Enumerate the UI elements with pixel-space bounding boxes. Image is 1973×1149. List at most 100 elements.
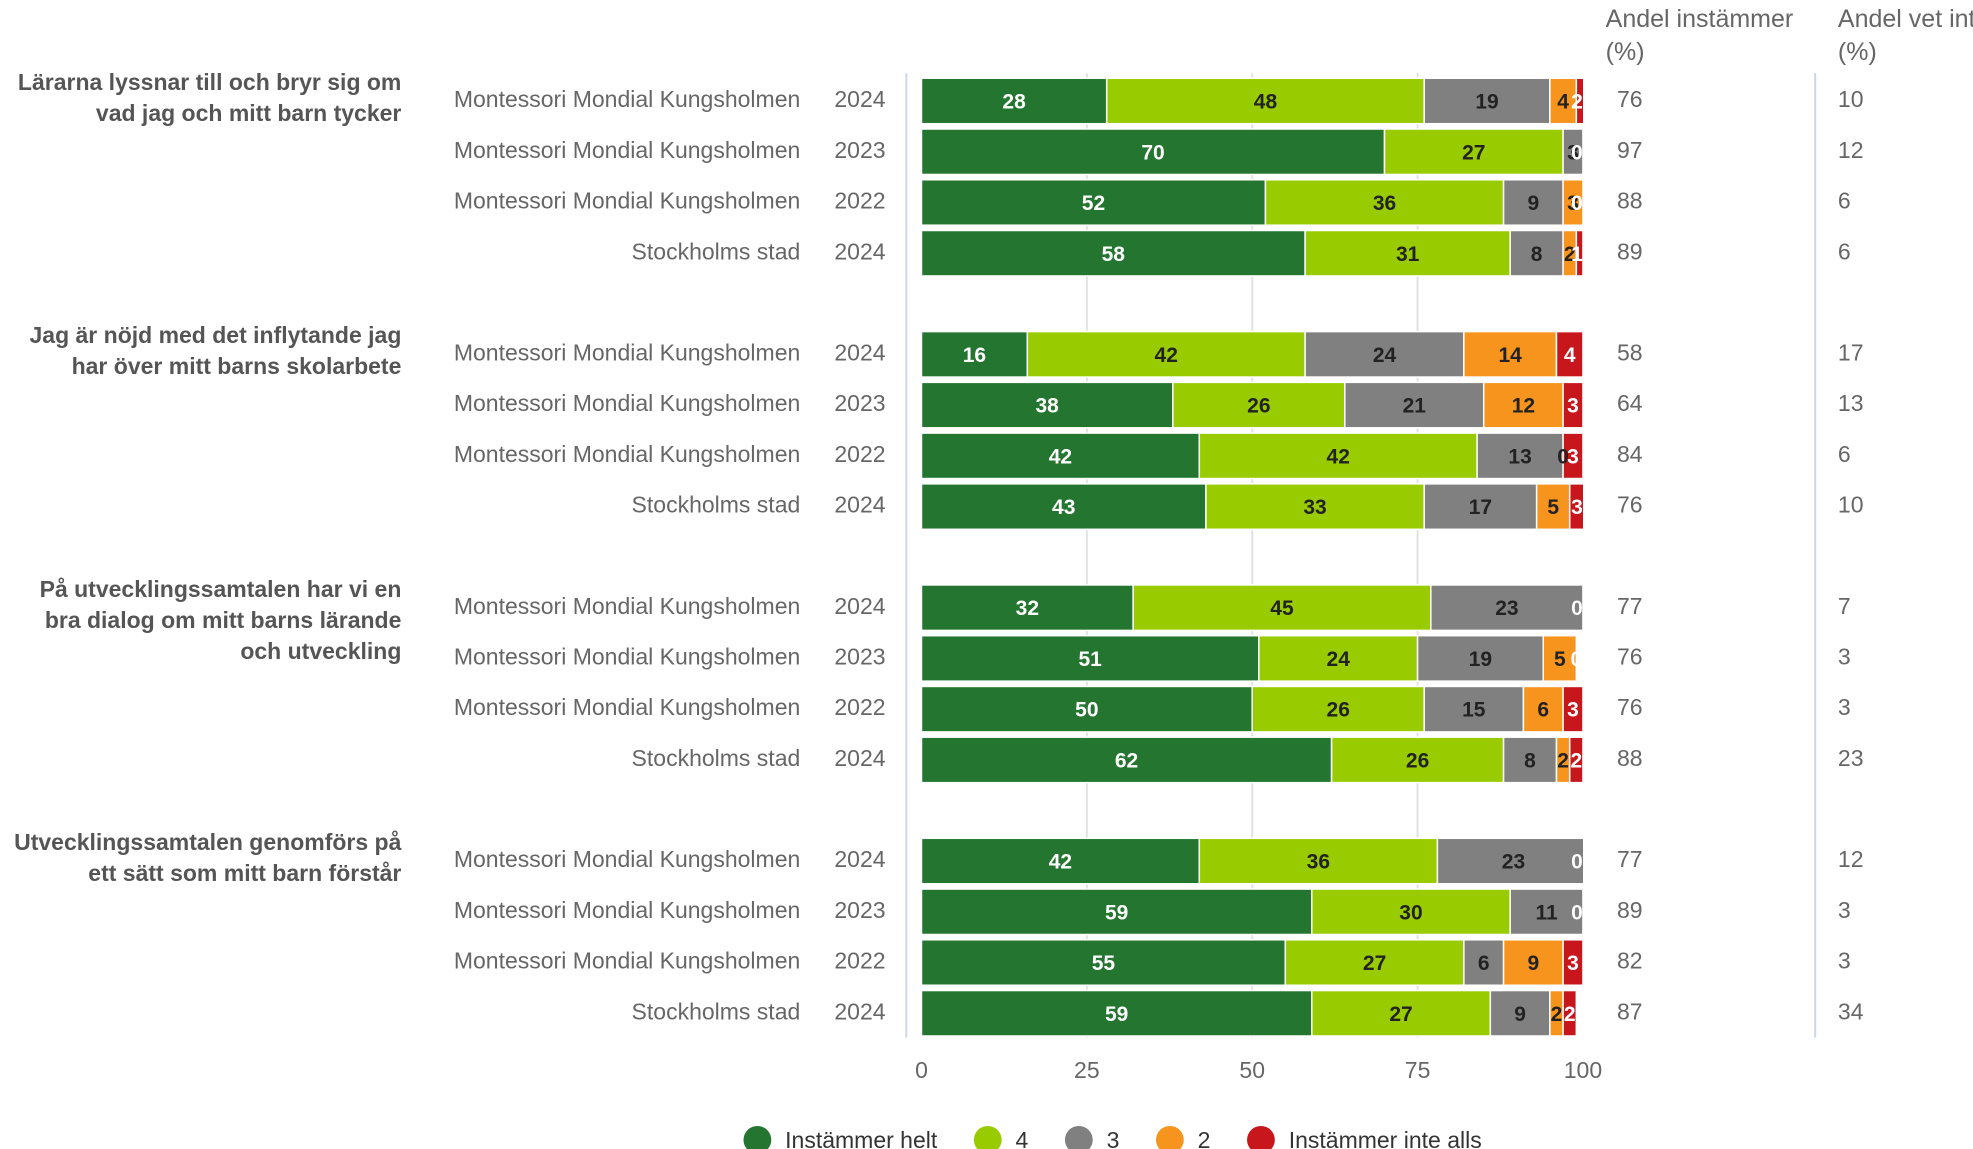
question-label: På utvecklingssamtalen har vi en bra dia… [39, 575, 402, 664]
column-header: Andel vet inte (%) [1837, 4, 1973, 66]
data-label: 55 [1092, 952, 1116, 975]
bar-segment [1482, 381, 1564, 429]
data-label: 62 [1115, 749, 1138, 772]
bar-segment [921, 685, 1253, 733]
data-label: 45 [1270, 597, 1294, 620]
data-label: 1 [1571, 243, 1583, 266]
entity-label: Montessori Mondial Kungsholmen [454, 137, 800, 163]
dont-know-value: 10 [1838, 86, 1864, 112]
agree-value: 89 [1617, 238, 1643, 264]
bar-segment [1568, 736, 1583, 784]
data-label: 28 [1002, 91, 1026, 114]
bar-segment [1205, 483, 1425, 531]
data-label: 2 [1570, 749, 1582, 772]
entity-label: Montessori Mondial Kungsholmen [454, 897, 800, 923]
dont-know-value: 3 [1838, 644, 1851, 670]
data-label: 24 [1327, 648, 1351, 671]
agree-value: 58 [1617, 339, 1643, 365]
data-label: 42 [1155, 344, 1178, 367]
data-label: 36 [1373, 192, 1396, 215]
question-label: Jag är nöjd med det inflytande jag har ö… [29, 322, 402, 380]
entity-label: Montessori Mondial Kungsholmen [454, 644, 800, 670]
data-label: 33 [1303, 496, 1326, 519]
data-label: 23 [1502, 851, 1525, 874]
bar-segment [921, 128, 1386, 176]
data-label: 21 [1403, 395, 1427, 418]
agree-value: 97 [1617, 137, 1643, 163]
bar-segment [1476, 432, 1564, 480]
bar-segment [1509, 888, 1583, 936]
bar-segment [1562, 381, 1583, 429]
year-label: 2024 [834, 998, 885, 1024]
x-tick-label: 50 [1239, 1057, 1265, 1083]
year-label: 2024 [834, 86, 885, 112]
entity-label: Montessori Mondial Kungsholmen [454, 339, 800, 365]
entity-label: Montessori Mondial Kungsholmen [454, 846, 800, 872]
entity-label: Stockholms stad [632, 492, 801, 518]
bar-segment [1105, 77, 1425, 125]
bar-segment [921, 229, 1306, 277]
data-label: 3 [1567, 699, 1579, 722]
agree-value: 76 [1617, 694, 1643, 720]
data-label: 27 [1462, 141, 1485, 164]
data-label: 15 [1462, 699, 1486, 722]
bar-segment [1258, 634, 1419, 682]
entity-label: Stockholms stad [632, 998, 801, 1024]
bar-segment [1562, 179, 1583, 226]
bar-segment [1304, 229, 1511, 277]
data-label: 0 [1571, 901, 1583, 924]
year-label: 2024 [834, 339, 885, 365]
bar-segment [1344, 381, 1485, 429]
bar-segment [921, 837, 1201, 885]
data-label: 26 [1327, 699, 1350, 722]
entity-label: Montessori Mondial Kungsholmen [454, 188, 800, 214]
entity-label: Montessori Mondial Kungsholmen [454, 593, 800, 619]
data-label: 3 [1567, 395, 1579, 418]
bar-segment [921, 634, 1260, 682]
bar-segment [1284, 939, 1465, 986]
data-label: 36 [1307, 851, 1330, 874]
dont-know-value: 6 [1838, 238, 1851, 264]
bar-segment [1463, 330, 1558, 378]
data-label: 0 [1571, 901, 1583, 924]
data-label: 27 [1363, 952, 1386, 975]
year-label: 2024 [834, 745, 885, 771]
bar-segment [1304, 330, 1465, 378]
data-label: 2 [1564, 243, 1576, 266]
legend-label: 2 [1198, 1127, 1211, 1149]
legend-swatch [1247, 1125, 1275, 1149]
data-label: 52 [1082, 192, 1105, 215]
data-label: 59 [1105, 1003, 1128, 1026]
bar-segment [1502, 179, 1564, 226]
agree-value: 88 [1617, 188, 1643, 214]
data-label: 0 [1571, 141, 1583, 164]
agree-value: 76 [1617, 644, 1643, 670]
bar-segment [1198, 432, 1478, 480]
data-label: 17 [1469, 496, 1492, 519]
dont-know-value: 3 [1838, 897, 1851, 923]
bar-segment [1251, 685, 1425, 733]
year-label: 2023 [834, 897, 885, 923]
bar-segment [921, 432, 1201, 480]
dont-know-value: 10 [1838, 492, 1864, 518]
year-label: 2024 [834, 492, 885, 518]
year-label: 2022 [834, 694, 885, 720]
data-label: 26 [1247, 395, 1270, 418]
bars [921, 77, 1583, 1037]
dont-know-value: 12 [1838, 846, 1864, 872]
data-label: 14 [1499, 344, 1523, 367]
data-label: 11 [1535, 901, 1558, 924]
data-label: 0 [1570, 648, 1582, 671]
bar-segment [1575, 229, 1583, 277]
data-label: 38 [1035, 395, 1059, 418]
year-label: 2022 [834, 948, 885, 974]
agree-value: 77 [1617, 593, 1643, 619]
data-label: 42 [1327, 445, 1350, 468]
agree-value: 77 [1617, 846, 1643, 872]
x-tick-label: 100 [1564, 1057, 1602, 1083]
question-label: Utvecklingssamtalen genomförs på ett sät… [14, 828, 402, 886]
entity-label: Montessori Mondial Kungsholmen [454, 390, 800, 416]
x-tick-label: 25 [1074, 1057, 1100, 1083]
x-tick-label: 75 [1405, 1057, 1431, 1083]
data-label: 0 [1571, 851, 1583, 874]
